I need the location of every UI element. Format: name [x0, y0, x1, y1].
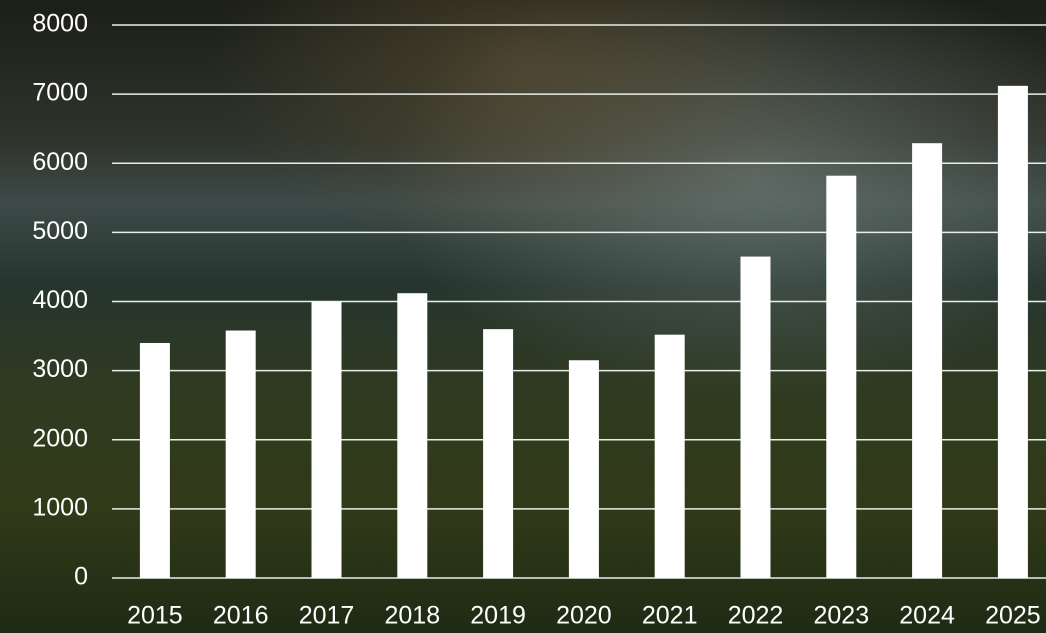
bar [912, 143, 943, 579]
x-tick-label: 2021 [642, 602, 698, 630]
bar [568, 360, 599, 578]
bar [139, 342, 170, 578]
y-tick-label: 2000 [32, 424, 88, 452]
y-tick-label: 4000 [32, 286, 88, 314]
bar [225, 330, 256, 578]
bar [654, 334, 685, 578]
bar [397, 293, 428, 578]
y-tick-label: 0 [74, 563, 88, 591]
bar [483, 329, 514, 578]
y-tick-label: 3000 [32, 355, 88, 383]
y-tick-label: 6000 [32, 148, 88, 176]
x-tick-label: 2015 [127, 602, 183, 630]
x-tick-label: 2024 [899, 602, 955, 630]
y-tick-label: 5000 [32, 217, 88, 245]
x-tick-label: 2020 [556, 602, 612, 630]
bar [997, 85, 1028, 578]
y-tick-label: 8000 [32, 10, 88, 38]
x-tick-label: 2022 [728, 602, 784, 630]
x-tick-label: 2017 [299, 602, 355, 630]
y-tick-label: 7000 [32, 79, 88, 107]
bar [740, 256, 771, 578]
x-tick-label: 2025 [985, 602, 1041, 630]
y-tick-label: 1000 [32, 493, 88, 521]
x-tick-label: 2016 [213, 602, 269, 630]
bar [311, 301, 342, 578]
x-tick-label: 2019 [470, 602, 526, 630]
bar [826, 175, 857, 578]
x-tick-label: 2018 [384, 602, 440, 630]
x-tick-label: 2023 [813, 602, 869, 630]
